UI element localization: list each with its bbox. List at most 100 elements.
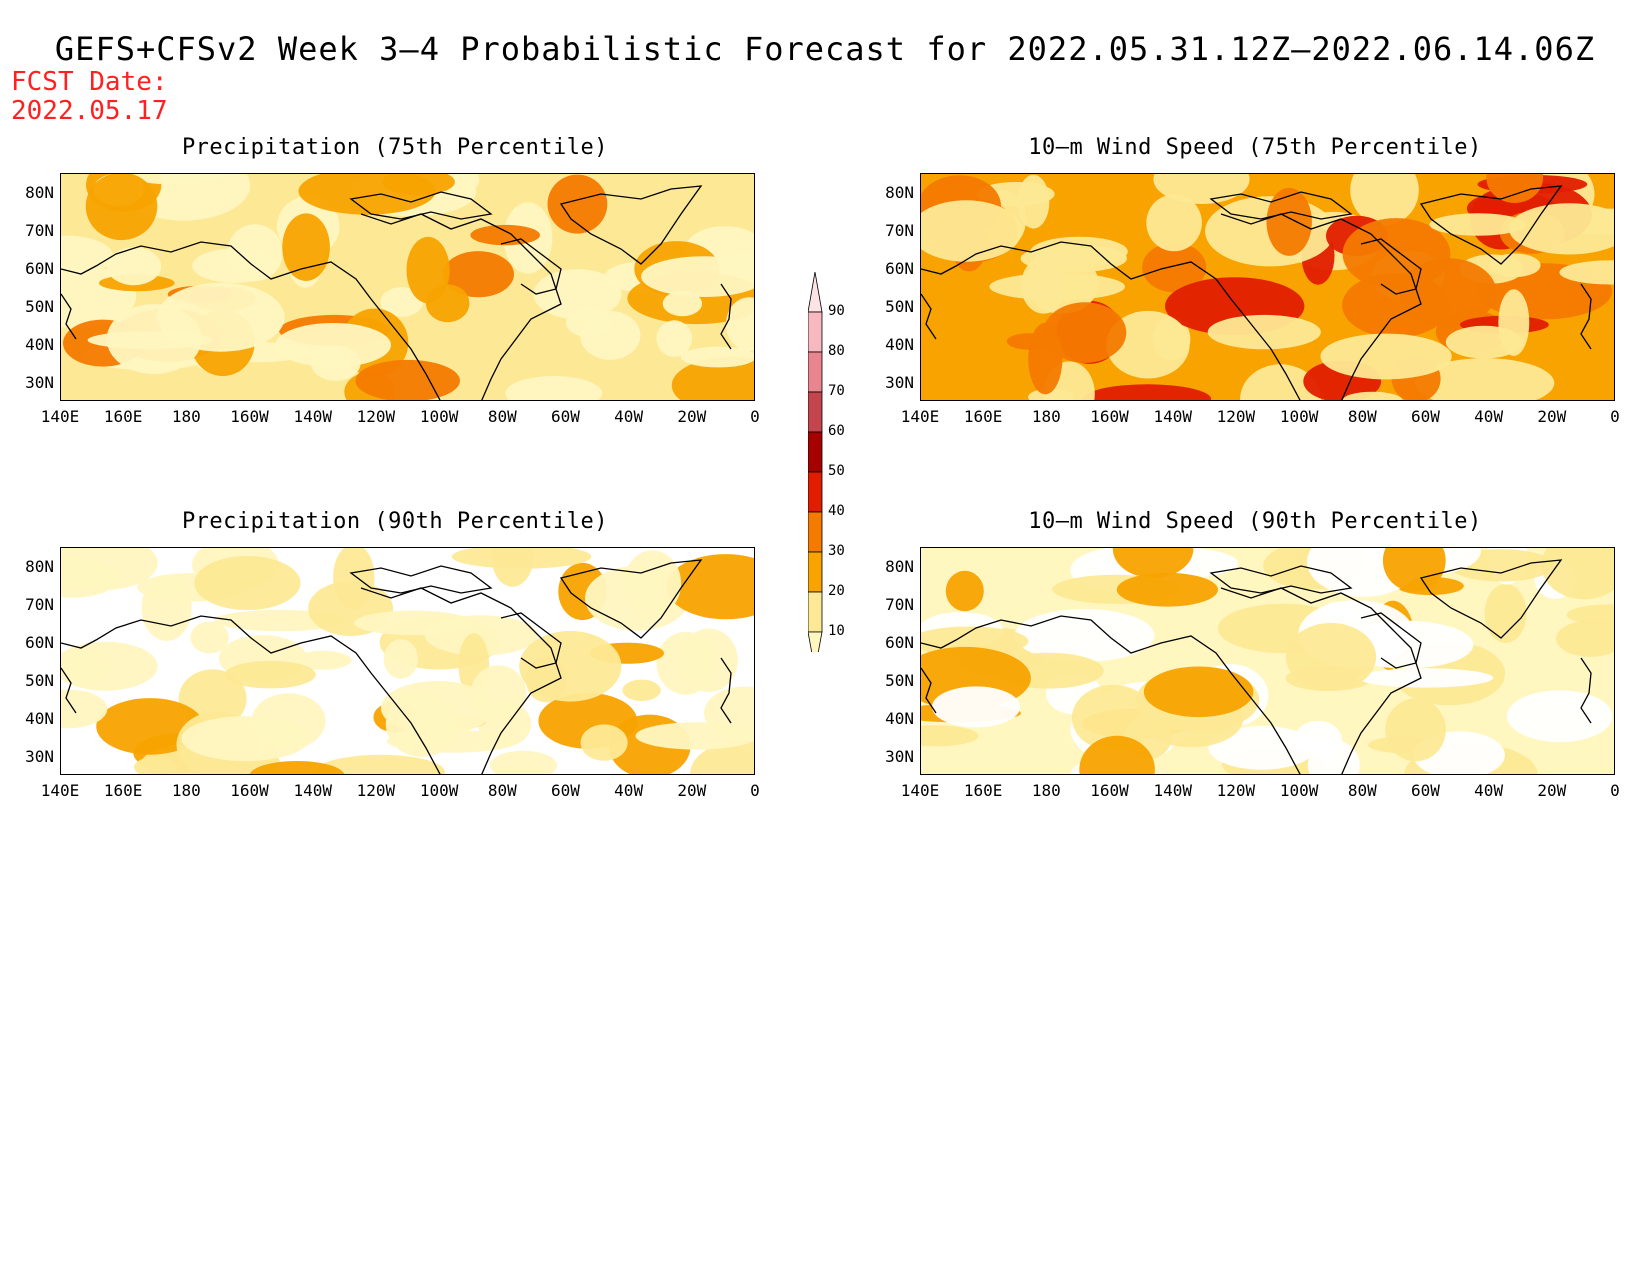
colorbar-label: 30	[828, 543, 845, 559]
map-precip-75	[60, 173, 755, 401]
coastline-5	[720, 283, 732, 350]
coastline-1	[360, 213, 562, 400]
contour-blob	[1508, 203, 1614, 255]
contour-blob	[282, 213, 330, 281]
colorbar-segment	[807, 471, 823, 513]
coastline-3	[559, 559, 703, 639]
lon-label: 0	[750, 781, 760, 800]
lon-label: 0	[1610, 781, 1620, 800]
contour-blob	[1043, 302, 1127, 363]
lon-label: 120W	[1216, 781, 1256, 800]
contour-blob	[1429, 213, 1526, 236]
coastline-2	[500, 612, 562, 669]
contour-blob	[227, 224, 283, 282]
lon-label: 180	[171, 407, 201, 426]
lat-label: 60N	[885, 259, 914, 278]
contour-blob	[1285, 623, 1377, 691]
lat-label: 50N	[25, 297, 54, 316]
coastline-6	[61, 293, 77, 340]
contour-blob	[61, 641, 158, 691]
coastline-3	[1419, 185, 1563, 265]
contour-blob	[1142, 242, 1207, 293]
lat-label: 50N	[885, 297, 914, 316]
contour-blob	[249, 761, 345, 774]
lon-label: 140E	[40, 781, 80, 800]
lat-label: 40N	[885, 709, 914, 728]
colorbar-label: 80	[828, 343, 845, 359]
lon-label: 60W	[1411, 781, 1440, 800]
contour-blob	[666, 554, 754, 620]
lat-label: 30N	[885, 747, 914, 766]
contour-blob	[690, 740, 754, 774]
lat-label: 80N	[25, 183, 54, 202]
lon-label: 140W	[1153, 407, 1192, 426]
contour-blob	[635, 722, 754, 750]
contour-blob	[1021, 257, 1066, 314]
contour-blob	[1116, 572, 1218, 607]
colorbar-svg	[807, 271, 823, 671]
lon-label: 160W	[230, 781, 269, 800]
contour-blob	[1307, 740, 1360, 774]
lon-label: 160E	[103, 781, 143, 800]
colorbar-label: 10	[828, 623, 845, 639]
coastline-5	[1580, 283, 1592, 350]
lon-label: 140W	[293, 407, 332, 426]
contour-blob	[224, 660, 316, 689]
contour-blob	[190, 621, 229, 654]
contour-blob	[641, 256, 754, 297]
coastline-2	[500, 238, 562, 295]
lon-label: 100W	[1279, 781, 1319, 800]
lon-label: 120W	[356, 781, 396, 800]
lon-label: 60W	[1411, 407, 1440, 426]
lon-label: 140E	[900, 781, 940, 800]
contour-blob	[1207, 314, 1321, 350]
contour-blob	[1143, 666, 1254, 718]
coastline-6	[61, 667, 77, 714]
contour-blob	[1014, 609, 1155, 662]
contour-blob	[380, 287, 424, 317]
contour-blob	[1342, 218, 1451, 290]
lon-label: 80W	[1347, 407, 1377, 426]
contour-blob	[141, 575, 192, 641]
contour-blob	[490, 750, 557, 774]
lat-label: 70N	[885, 221, 914, 240]
colorbar-label: 90	[828, 303, 845, 319]
coastline-2	[1360, 612, 1422, 669]
contour-blob	[1350, 174, 1419, 226]
lon-label: 20W	[677, 781, 707, 800]
contour-blob	[126, 174, 225, 185]
lat-label: 40N	[885, 335, 914, 354]
lat-label: 60N	[25, 633, 54, 652]
contour-blob	[1342, 273, 1450, 338]
contour-blob	[580, 311, 641, 360]
coastline-4	[1209, 565, 1353, 594]
lon-label: 160W	[1090, 781, 1129, 800]
contour-blob	[311, 345, 361, 381]
lon-label: 140E	[900, 407, 940, 426]
lat-label: 30N	[885, 373, 914, 392]
contour-blob	[1486, 174, 1544, 203]
coastline-6	[921, 667, 937, 714]
lat-label: 80N	[885, 183, 914, 202]
contour-blob	[1112, 548, 1194, 578]
lon-label: 80W	[1347, 781, 1377, 800]
contour-blob	[1146, 194, 1202, 252]
panel-title-wind-75: 10–m Wind Speed (75th Percentile)	[1028, 135, 1482, 160]
coastline-5	[1580, 657, 1592, 724]
contour-blob	[1415, 358, 1555, 400]
contour-blob	[382, 174, 455, 196]
coastline-4	[1209, 191, 1353, 220]
lon-label: 20W	[1537, 407, 1567, 426]
contour-blob	[1556, 620, 1614, 657]
contour-blob	[656, 320, 693, 357]
contour-blob	[425, 284, 470, 323]
contour-blob	[106, 247, 162, 286]
colorbar-segment	[807, 551, 823, 593]
lat-label: 70N	[25, 595, 54, 614]
lon-label: 100W	[419, 407, 459, 426]
contour-blob	[580, 724, 628, 761]
colorbar-segment	[807, 431, 823, 473]
lon-label: 40W	[1474, 407, 1504, 426]
contour-blob	[932, 686, 1021, 728]
lon-label: 120W	[356, 407, 396, 426]
